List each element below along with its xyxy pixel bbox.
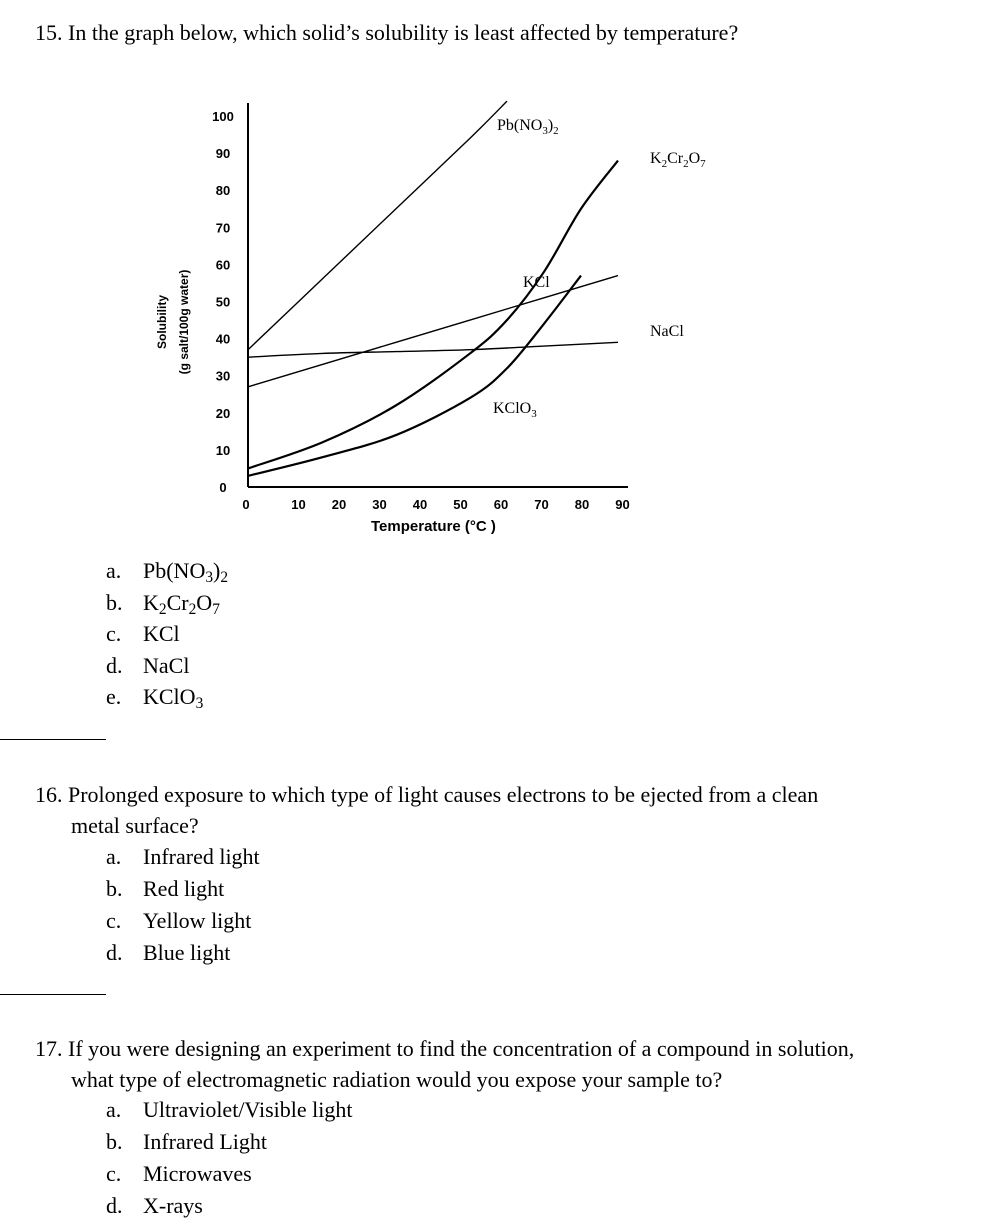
x-tick-label: 80	[575, 497, 589, 512]
question-17-text-continued: what type of electromagnetic radiation w…	[71, 1064, 722, 1095]
y-axis-title-line1: Solubility	[155, 295, 169, 349]
series-label-nacl: NaCl	[650, 323, 684, 340]
x-tick-labels: 0 10 20 30 40 50 60 70 80 90	[242, 497, 629, 512]
series-lines	[247, 100, 619, 477]
question-prompt-line1: If you were designing an experiment to f…	[68, 1036, 855, 1061]
series-line-pb(no3)2	[247, 100, 508, 351]
y-tick-labels: 0 10 20 30 40 50 60 70 80 90 100	[212, 109, 234, 495]
series-line-nacl	[247, 341, 619, 358]
y-tick-label: 80	[216, 183, 230, 198]
x-tick-label: 50	[453, 497, 467, 512]
y-axis-title-line2: (g salt/100g water)	[177, 270, 191, 375]
question-16-text-continued: metal surface?	[71, 810, 199, 841]
question-prompt-line2: what type of electromagnetic radiation w…	[71, 1067, 723, 1092]
option-label: Blue light	[143, 940, 231, 965]
option-label: Microwaves	[143, 1161, 252, 1186]
question-number: 15.	[35, 20, 63, 45]
x-tick-label: 90	[615, 497, 629, 512]
x-tick-label: 60	[494, 497, 508, 512]
question-number: 17.	[35, 1036, 63, 1061]
option-label: Infrared Light	[143, 1129, 267, 1154]
x-tick-label: 20	[332, 497, 346, 512]
option-label: K2Cr2O7	[143, 589, 220, 618]
question-16-text: 16. Prolonged exposure to which type of …	[35, 779, 818, 810]
question-17-text: 17. If you were designing an experiment …	[35, 1033, 854, 1064]
option-letter: a.	[106, 1097, 122, 1122]
question-prompt-line2: metal surface?	[71, 813, 199, 838]
option-letter: d.	[106, 940, 123, 965]
option-letter: a.	[106, 558, 122, 583]
answer-option: d. Blue light	[106, 937, 230, 969]
series-line-kcl	[247, 274, 619, 388]
chart-axes	[247, 103, 628, 488]
answer-option: c. KCl	[106, 618, 180, 650]
y-tick-label: 100	[212, 109, 234, 124]
y-tick-label: 30	[216, 369, 230, 384]
option-label: Red light	[143, 876, 225, 901]
answer-option: c. Microwaves	[106, 1158, 252, 1190]
question-prompt: In the graph below, which solid’s solubi…	[68, 20, 739, 45]
answer-option: a. Ultraviolet/Visible light	[106, 1094, 352, 1126]
option-label: Ultraviolet/Visible light	[143, 1097, 353, 1122]
series-label-kcl: KCl	[523, 274, 550, 291]
option-letter: c.	[106, 908, 122, 933]
answer-option: e. KClO3	[106, 681, 203, 713]
y-tick-label: 10	[216, 443, 230, 458]
option-letter: e.	[106, 684, 122, 709]
option-label: KClO3	[143, 684, 204, 712]
question-15-text: 15. In the graph below, which solid’s so…	[35, 17, 738, 48]
y-tick-label: 70	[216, 220, 230, 235]
question-prompt-line1: Prolonged exposure to which type of ligh…	[68, 782, 819, 807]
divider	[0, 994, 106, 995]
answer-option: d. X-rays	[106, 1190, 203, 1222]
y-tick-label: 90	[216, 146, 230, 161]
series-line-k2cr2o7	[247, 159, 619, 470]
series-line-kclo3	[247, 274, 582, 477]
option-label: Yellow light	[143, 908, 252, 933]
answer-option: c. Yellow light	[106, 905, 251, 937]
option-letter: b.	[106, 589, 123, 615]
series-labels: Pb(NO3​)2​ K2​Cr2​O7​ KCl NaCl KClO3​	[493, 117, 706, 420]
option-label: NaCl	[143, 652, 190, 678]
x-tick-label: 0	[242, 497, 249, 512]
option-label: X-rays	[143, 1193, 203, 1218]
series-label-kclo3: KClO3​	[493, 400, 537, 420]
y-tick-label: 0	[219, 480, 226, 495]
option-letter: b.	[106, 1129, 123, 1154]
answer-option: b. Red light	[106, 873, 224, 905]
x-tick-label: 10	[291, 497, 305, 512]
answer-option: b. K2Cr2O7	[106, 587, 220, 619]
option-label: Infrared light	[143, 844, 260, 869]
answer-option: a. Infrared light	[106, 841, 260, 873]
answer-option: a. Pb(NO3)2	[106, 555, 228, 587]
option-letter: b.	[106, 876, 123, 901]
option-letter: c.	[106, 1161, 122, 1186]
answer-option: d. NaCl	[106, 650, 189, 682]
x-axis-title: Temperature (°C )	[371, 518, 496, 535]
answer-option: b. Infrared Light	[106, 1126, 267, 1158]
option-letter: d.	[106, 1193, 123, 1218]
option-label: Pb(NO3)2	[143, 558, 229, 586]
y-tick-label: 60	[216, 257, 230, 272]
y-tick-label: 20	[216, 406, 230, 421]
question-number: 16.	[35, 782, 63, 807]
series-label-pb(no3)2: Pb(NO3​)2​	[497, 117, 559, 137]
solubility-chart: 0 10 20 30 40 50 60 70 80 90 100 0 10 20 30 40 50 60 70 80…	[155, 100, 706, 535]
series-label-k2cr2o7: K2​Cr2​O7​	[650, 150, 706, 170]
option-letter: c.	[106, 621, 122, 646]
y-tick-label: 50	[216, 295, 230, 310]
x-tick-label: 70	[534, 497, 548, 512]
divider	[0, 739, 106, 740]
option-label: KCl	[143, 621, 180, 646]
x-tick-label: 40	[413, 497, 427, 512]
y-tick-label: 40	[216, 332, 230, 347]
x-tick-label: 30	[372, 497, 386, 512]
option-letter: a.	[106, 844, 122, 869]
option-letter: d.	[106, 652, 123, 678]
